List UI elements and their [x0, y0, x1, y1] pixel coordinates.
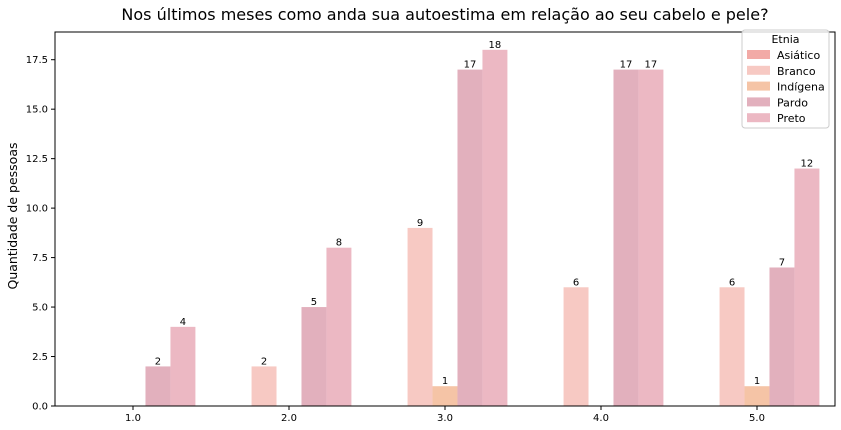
data-label: 1	[442, 376, 448, 387]
data-label: 17	[464, 60, 477, 71]
bar-branco-2.0	[251, 366, 277, 406]
bar-preto-5.0	[794, 168, 820, 406]
bar-branco-4.0	[563, 287, 589, 406]
y-tick-label: 15.0	[26, 105, 48, 116]
data-label: 6	[729, 277, 735, 288]
x-tick-label: 4.0	[593, 413, 609, 424]
data-label: 8	[336, 238, 342, 249]
bar-preto-3.0	[482, 49, 508, 407]
y-tick-label: 2.5	[32, 352, 48, 363]
y-axis-label: Quantidade de pessoas	[5, 143, 20, 290]
bar-branco-5.0	[719, 287, 745, 406]
y-tick-label: 5.0	[32, 303, 48, 314]
data-label: 17	[645, 60, 658, 71]
legend-entry-label: Asiático	[777, 49, 820, 62]
y-tick-label: 12.5	[26, 154, 48, 165]
data-label: 2	[261, 356, 267, 367]
bar-pardo-5.0	[769, 267, 795, 406]
legend-entry-label: Branco	[777, 65, 816, 78]
x-tick-label: 1.0	[125, 413, 141, 424]
bar-indígena-5.0	[744, 386, 770, 406]
bar-preto-2.0	[326, 247, 352, 406]
y-tick-label: 0.0	[32, 402, 48, 413]
x-tick-label: 3.0	[437, 413, 453, 424]
legend-swatch	[747, 65, 770, 75]
bar-pardo-1.0	[145, 366, 171, 406]
legend: Etnia Asiático Branco Indígena Pardo Preto	[741, 29, 830, 129]
bar-preto-4.0	[638, 69, 664, 406]
bar-pardo-2.0	[301, 307, 327, 406]
bar-pardo-4.0	[613, 69, 639, 406]
plot-frame	[54, 31, 836, 407]
chart-title: Nos últimos meses como anda sua autoesti…	[121, 5, 768, 24]
legend-swatch	[747, 81, 770, 91]
y-tick-label: 10.0	[26, 204, 48, 215]
data-label: 7	[779, 257, 785, 268]
legend-title: Etnia	[771, 33, 799, 46]
legend-swatch	[747, 113, 770, 123]
legend-entry-label: Indígena	[777, 81, 825, 94]
data-label: 6	[573, 277, 579, 288]
data-label: 12	[801, 159, 814, 170]
data-label: 2	[155, 356, 161, 367]
legend-swatch	[747, 97, 770, 107]
data-label: 17	[620, 60, 633, 71]
y-tick-label: 7.5	[32, 253, 48, 264]
legend-entry-label: Pardo	[777, 96, 808, 109]
data-label: 18	[489, 40, 502, 51]
y-tick-label: 17.5	[26, 55, 48, 66]
legend-entry-label: Preto	[777, 112, 806, 125]
data-label: 9	[417, 218, 423, 229]
data-label: 1	[754, 376, 760, 387]
legend-swatch	[747, 50, 770, 59]
data-label: 5	[311, 297, 317, 308]
x-tick-label: 2.0	[281, 413, 297, 424]
bar-branco-3.0	[407, 227, 433, 406]
bar-indígena-3.0	[432, 386, 458, 406]
bar-pardo-3.0	[457, 69, 483, 406]
bar-preto-1.0	[170, 326, 196, 406]
x-tick-label: 5.0	[749, 413, 765, 424]
data-label: 4	[180, 317, 186, 328]
axis-ticks: 1.0 2.0 3.0 4.0 5.0 0.0 2.5 5.0 7.5 10.0 12.5 15.0 1…	[26, 55, 765, 424]
